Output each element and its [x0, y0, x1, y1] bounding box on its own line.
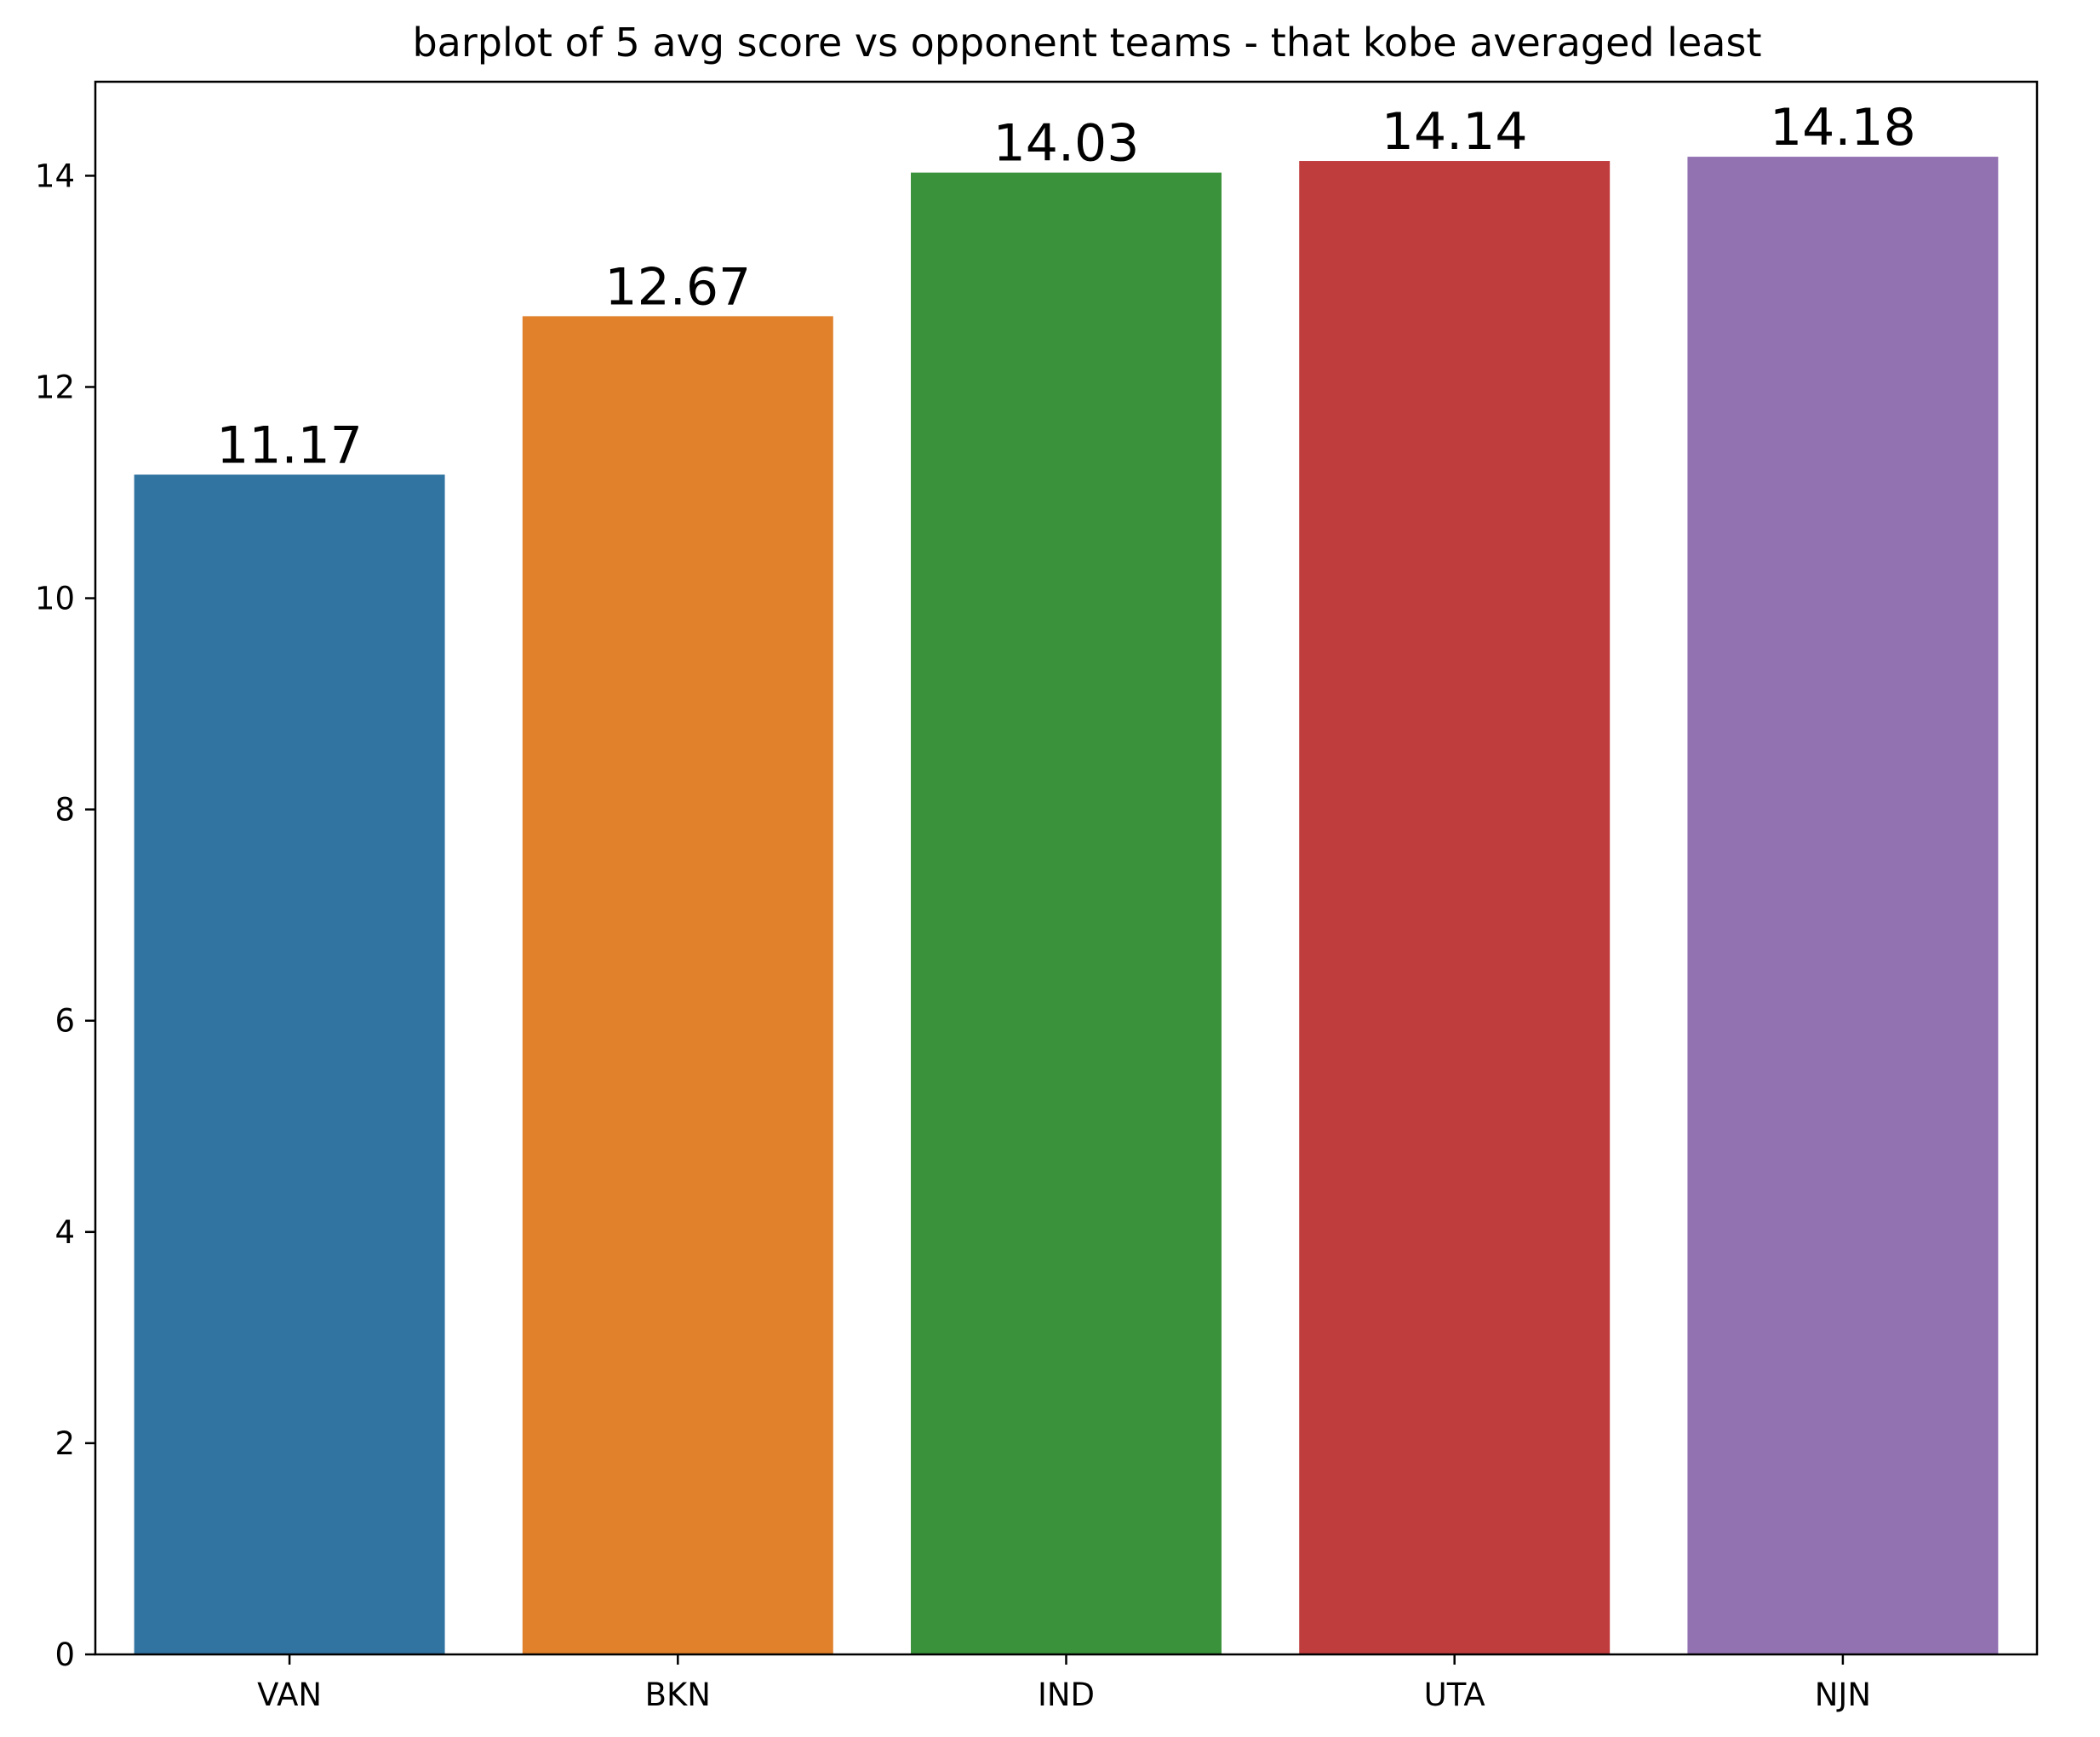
value-labels-layer: 11.17 12.67 14.03 14.14 14.18 — [216, 98, 1916, 475]
x-axis: VAN BKN IND UTA NJN — [257, 1654, 1871, 1713]
x-tick-label-van: VAN — [257, 1677, 322, 1713]
x-tick-label-uta: UTA — [1424, 1677, 1485, 1713]
x-tick-label-ind: IND — [1038, 1677, 1095, 1713]
bar-njn — [1687, 157, 1999, 1654]
y-tick-label: 8 — [54, 792, 75, 828]
value-label-van: 11.17 — [216, 416, 363, 475]
bar-uta — [1299, 161, 1611, 1655]
y-tick-label: 10 — [35, 581, 75, 617]
bar-bkn — [522, 316, 833, 1654]
plot-frame — [94, 80, 2039, 1656]
y-tick-label: 6 — [54, 1003, 75, 1040]
x-tick-label-bkn: BKN — [645, 1677, 711, 1713]
bar-ind — [911, 172, 1222, 1654]
value-label-ind: 14.03 — [993, 114, 1140, 174]
y-tick-label: 12 — [35, 369, 75, 405]
value-label-uta: 14.14 — [1382, 102, 1528, 162]
value-label-njn: 14.18 — [1770, 98, 1916, 158]
y-tick-label: 4 — [54, 1214, 75, 1251]
bars-layer — [134, 157, 1999, 1655]
x-tick-label-njn: NJN — [1815, 1677, 1871, 1713]
value-label-bkn: 12.67 — [604, 257, 751, 317]
bar-van — [134, 474, 445, 1654]
y-tick-label: 0 — [54, 1637, 75, 1673]
y-tick-label: 14 — [35, 158, 75, 194]
chart-title: barplot of 5 avg score vs opponent teams… — [412, 20, 1761, 66]
y-axis: 0 2 4 6 8 10 12 14 — [35, 158, 95, 1673]
y-tick-label: 2 — [54, 1425, 75, 1462]
